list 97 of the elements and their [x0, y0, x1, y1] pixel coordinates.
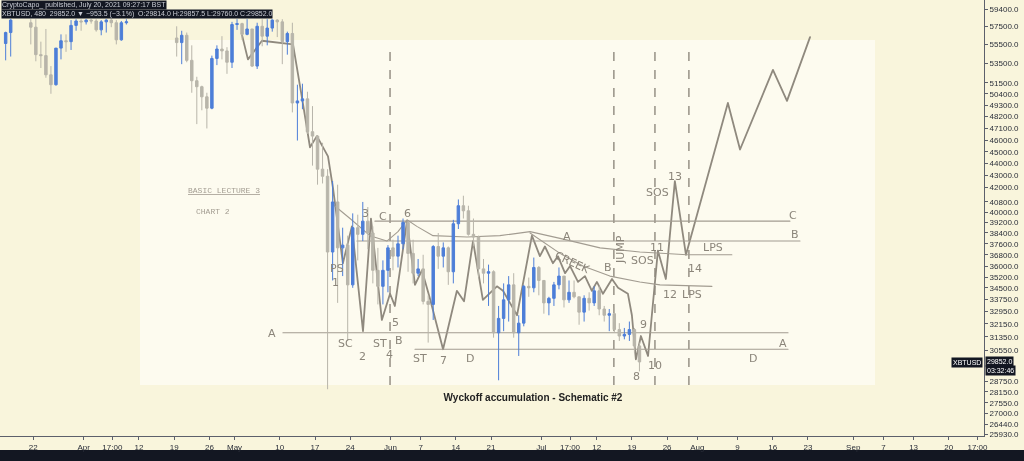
- x-tick-label: 17:00: [560, 442, 581, 452]
- y-tick-label: 59400.0: [989, 5, 1020, 15]
- annotation: A: [779, 337, 787, 350]
- annotation: LPS: [703, 241, 723, 254]
- text: Wyckoff accumulation - Schematic #2: [443, 391, 623, 403]
- annotation: SOS: [631, 254, 654, 267]
- x-tick-label: 21: [486, 442, 497, 452]
- annotation: 11: [650, 241, 664, 254]
- y-tick-label: 37600.0: [989, 239, 1020, 249]
- x-tick-label: 7: [881, 442, 887, 452]
- annotation: JUMP: [614, 235, 627, 264]
- y-tick-label: 51500.0: [989, 78, 1020, 88]
- x-tick-label: 7: [418, 442, 424, 452]
- y-tick-label: 32950.0: [989, 307, 1020, 317]
- annotation: A: [268, 327, 276, 340]
- annotation: ST: [413, 352, 427, 365]
- x-tick-label: 17:00: [967, 442, 989, 452]
- y-tick-label: 27550.0: [989, 398, 1020, 408]
- annotation: 12: [663, 288, 677, 301]
- x-tick-label: 24: [345, 442, 356, 452]
- y-tick-label: 34500.0: [989, 283, 1020, 293]
- y-tick-label: 33750.0: [989, 294, 1020, 304]
- y-tick-label: 44000.0: [989, 159, 1020, 169]
- y-tick-label: 45000.0: [989, 147, 1020, 157]
- annotation: LPS: [682, 288, 702, 301]
- annotation: C: [789, 209, 797, 222]
- annotation: ST: [373, 337, 387, 350]
- y-tick-label: 46000.0: [989, 136, 1020, 146]
- x-tick-label: 10: [275, 442, 285, 452]
- annotation: B: [395, 334, 403, 347]
- x-tick-label: 19: [169, 442, 180, 452]
- y-tick-label: 31350.0: [989, 332, 1020, 342]
- x-tick-label: 16: [768, 442, 778, 452]
- x-tick-label: 12: [134, 442, 144, 452]
- y-tick-label: 27000.0: [989, 409, 1020, 419]
- x-tick-label: Aug: [690, 442, 705, 452]
- annotation: D: [466, 352, 475, 365]
- x-tick-label: 20: [944, 442, 954, 452]
- x-tick-label: 9: [735, 442, 741, 452]
- x-tick-label: 26: [662, 442, 673, 452]
- annotation: 10: [648, 359, 662, 372]
- y-tick-label: 47100.0: [989, 124, 1020, 134]
- annotation: CHART 2: [196, 207, 230, 216]
- annotation: SOS: [646, 186, 669, 199]
- annotation: B: [791, 228, 799, 241]
- y-tick-label: 30550.0: [989, 345, 1020, 355]
- annotation: C: [379, 210, 387, 223]
- x-tick-label: 13: [909, 442, 919, 452]
- x-tick-label: 19: [627, 442, 637, 452]
- y-tick-label: 26440.0: [989, 419, 1020, 429]
- y-tick-label: 40800.0: [989, 197, 1020, 207]
- y-tick-label: 28750.0: [989, 376, 1020, 386]
- y-tick-label: 39200.0: [989, 218, 1020, 228]
- y-tick-label: 32150.0: [989, 319, 1020, 329]
- y-tick-label: 36800.0: [989, 250, 1020, 260]
- annotation: 9: [640, 318, 647, 331]
- x-tick-label: 22: [28, 442, 39, 452]
- annotation: SC: [338, 337, 353, 350]
- x-tick-label: 23: [803, 442, 813, 452]
- annotation: 7: [440, 354, 447, 367]
- annotation: 13: [668, 170, 682, 183]
- annotation: 8: [633, 370, 640, 383]
- annotation: 6: [404, 207, 411, 220]
- y-tick-label: 50400.0: [989, 89, 1020, 99]
- annotation: 5: [392, 316, 399, 329]
- x-tick-label: Jun: [384, 442, 397, 452]
- x-tick-label: 17: [310, 442, 321, 452]
- annotation: 4: [386, 348, 393, 361]
- y-tick-label: 42000.0: [989, 182, 1020, 192]
- x-tick-label: 12: [592, 442, 602, 452]
- y-tick-label: 36000.0: [989, 261, 1020, 271]
- annotation: D: [749, 352, 758, 365]
- y-tick-label: 38400.0: [989, 228, 1020, 238]
- annotation: 2: [359, 350, 366, 363]
- x-tick-label: Jul: [536, 442, 547, 452]
- y-tick-label: 43000.0: [989, 170, 1020, 180]
- y-tick-label: 55500.0: [989, 40, 1020, 50]
- x-tick-label: 26: [204, 442, 215, 452]
- x-tick-label: May: [226, 442, 243, 452]
- y-tick-label: 49300.0: [989, 100, 1020, 110]
- y-tick-label: 35200.0: [989, 273, 1020, 283]
- annotation: 14: [688, 262, 702, 275]
- annotation: 1: [332, 276, 339, 289]
- annotation: B: [604, 261, 612, 274]
- y-tick-label: 48200.0: [989, 112, 1020, 122]
- x-tick-label: 14: [451, 442, 461, 452]
- y-tick-label: 57500.0: [989, 22, 1020, 32]
- x-tick-label: Sep: [846, 442, 861, 452]
- y-tick-label: 25930.0: [989, 429, 1020, 439]
- y-tick-label: 53500.0: [989, 59, 1020, 69]
- y-tick-label: 28150.0: [989, 387, 1020, 397]
- x-tick-label: 17:00: [102, 442, 123, 452]
- x-tick-label: Apr: [77, 442, 91, 452]
- annotation: A: [563, 230, 571, 243]
- annotation: 3: [362, 207, 369, 220]
- y-tick-label: 40000.0: [989, 207, 1020, 217]
- annotation: BASIC LECTURE 3: [188, 186, 261, 195]
